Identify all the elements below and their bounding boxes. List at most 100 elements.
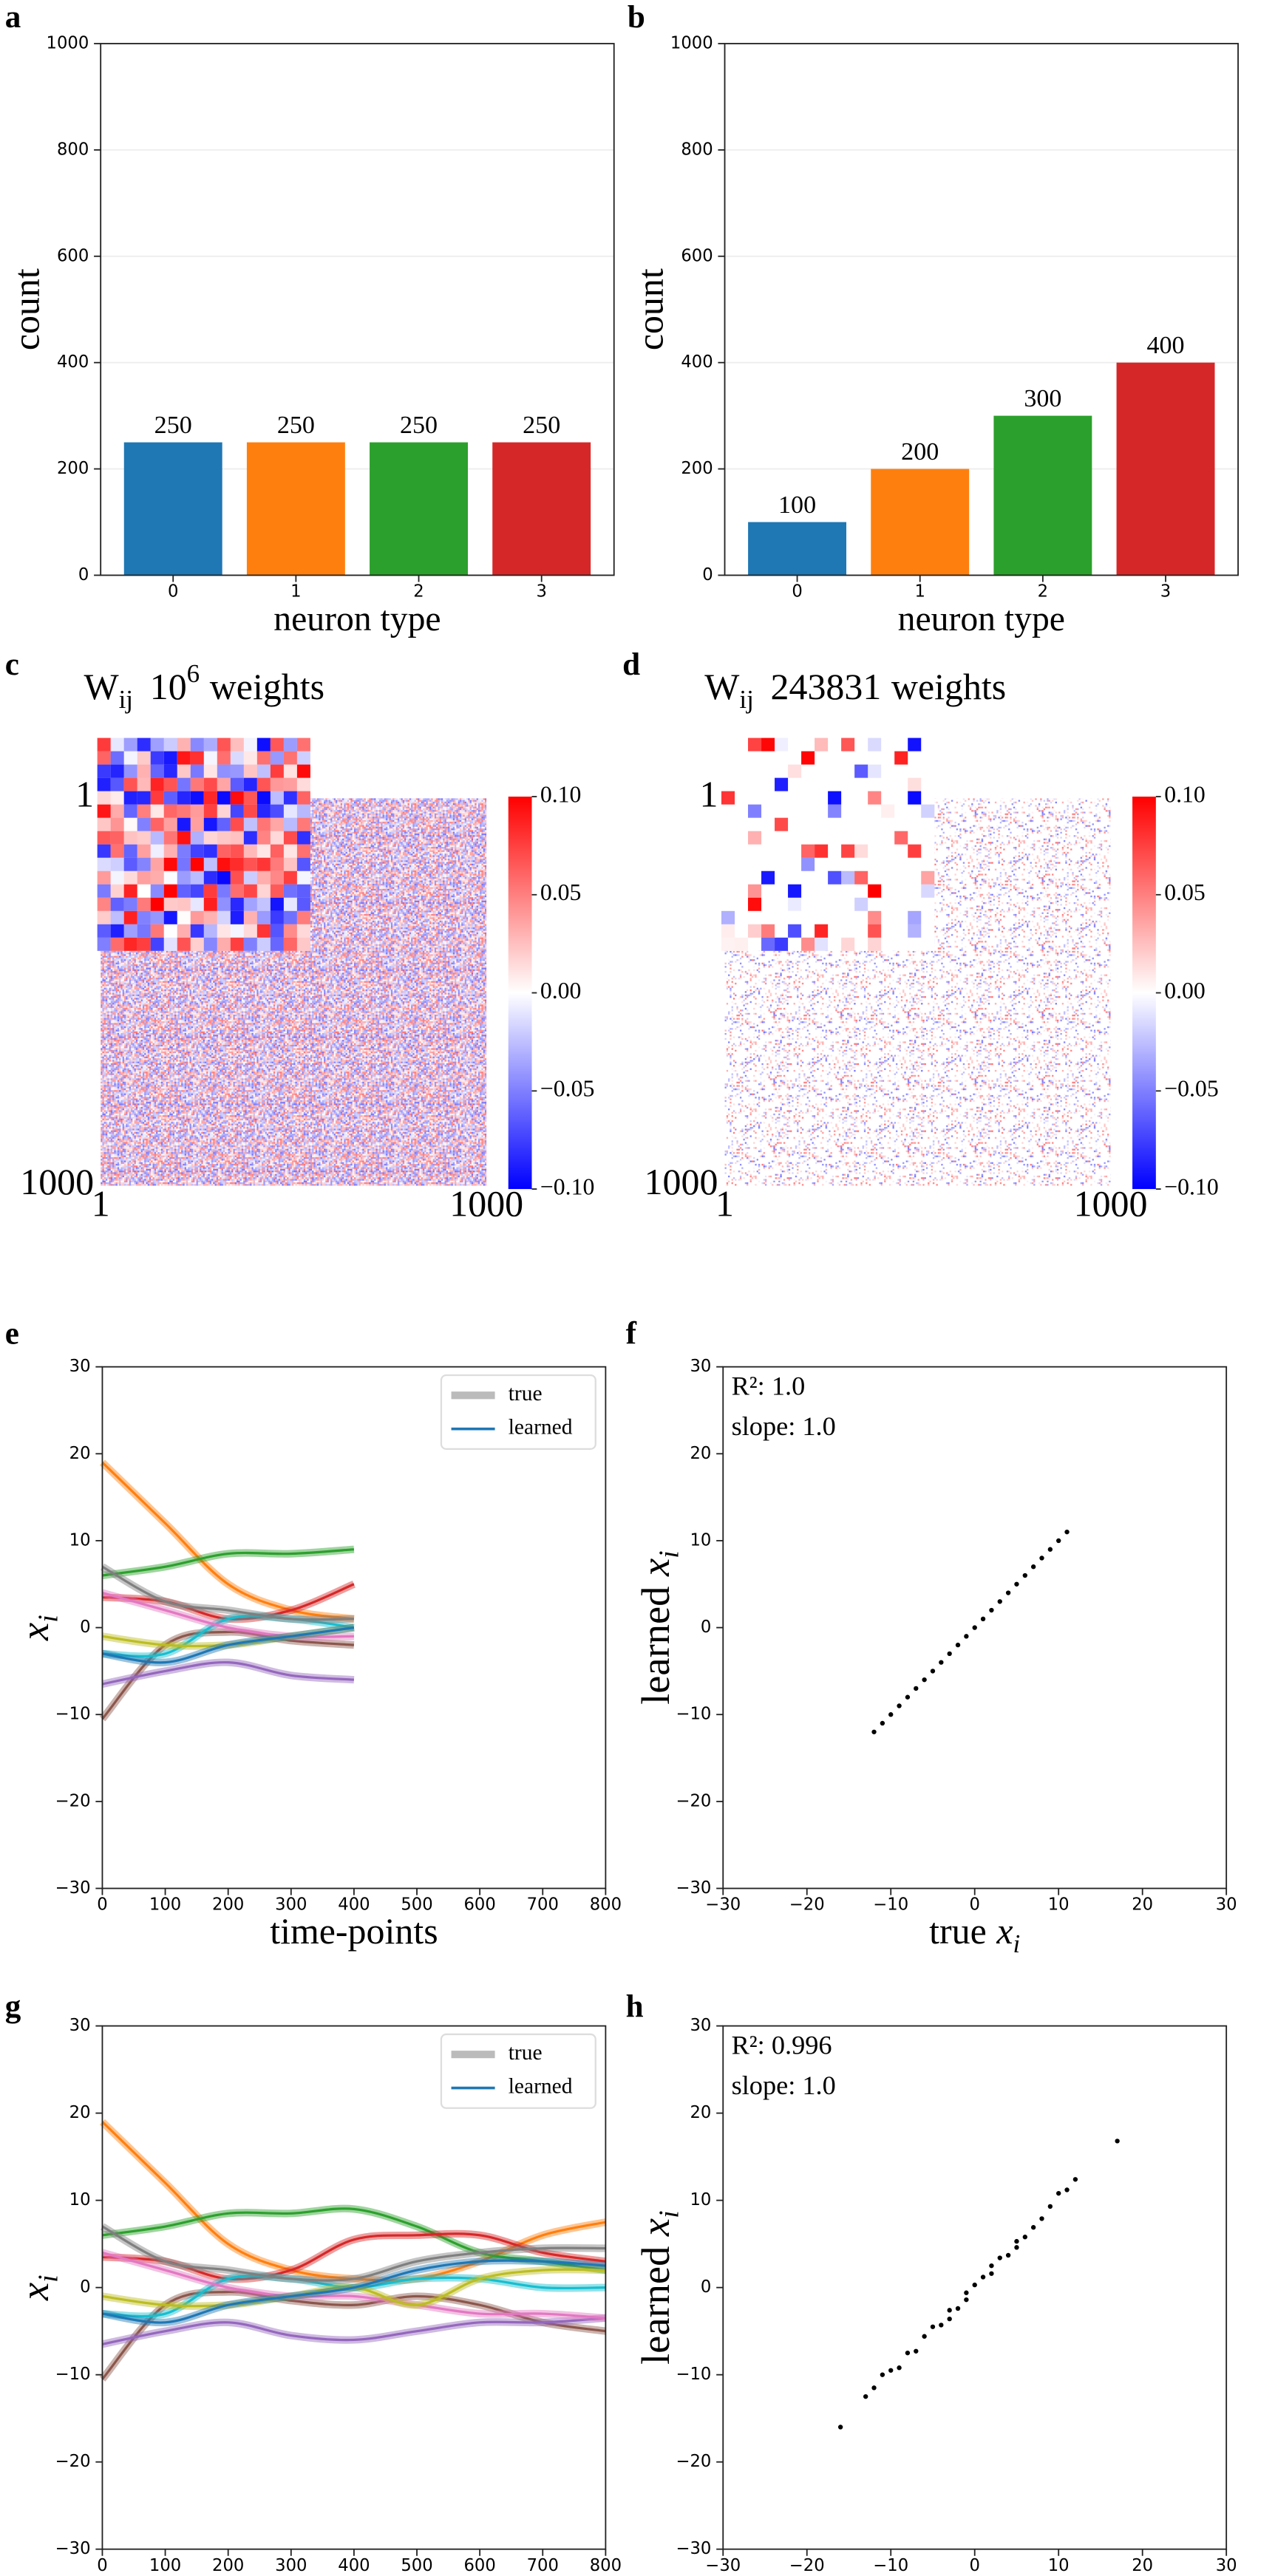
inset-cell (163, 791, 177, 805)
point (939, 1660, 944, 1665)
inset-cell (775, 937, 789, 951)
colorbar-tick-label: 0.05 (540, 879, 582, 905)
legend-label: true (509, 1382, 543, 1405)
inset-cell (123, 791, 137, 805)
inset-cell (217, 937, 231, 951)
inset-cell (150, 791, 164, 805)
inset-cell (748, 897, 762, 911)
point (1030, 1564, 1036, 1570)
inset-cell (137, 885, 151, 898)
inset-cell (217, 751, 231, 765)
inset-cell (163, 884, 177, 898)
x-tick-label: 10 (1048, 2556, 1070, 2575)
x-tick-label: 20 (1132, 2556, 1153, 2575)
inset-cell (243, 857, 257, 871)
inset-cell (137, 777, 151, 791)
x-tick-label: −30 (705, 1895, 741, 1915)
x-axis-label: neuron type (898, 600, 1065, 638)
y-tick-label: 200 (681, 459, 713, 478)
bar (1116, 362, 1215, 576)
x-tick-label: 300 (275, 1895, 307, 1915)
inset-cell (283, 937, 297, 951)
inset-cell (150, 924, 164, 938)
inset-cell (256, 924, 271, 938)
inset-cell (828, 804, 842, 818)
y-tick-label: 10 (690, 1530, 711, 1550)
inset-cell (243, 924, 257, 938)
y-tick-label: 10 (690, 2190, 711, 2209)
inset-cell (97, 751, 111, 765)
inset-cell (270, 844, 284, 858)
inset-cell (177, 897, 191, 911)
colorbar-tick-label: 0.05 (1164, 879, 1206, 905)
inset-cell (296, 817, 310, 831)
y-tick-label: 10 (69, 2190, 91, 2209)
inset-cell (243, 910, 257, 924)
inset-cell (775, 777, 789, 791)
inset-cell (283, 791, 297, 805)
annotation: R²: 1.0 (732, 1372, 806, 1401)
x-tick-label: 0 (97, 2556, 107, 2575)
x-tick-label: 3 (536, 582, 546, 602)
inset-cell (217, 910, 231, 924)
inset-cell (137, 924, 151, 938)
inset-cell (921, 804, 935, 818)
y-tick-label: −20 (55, 2452, 91, 2471)
inset-cell (230, 737, 244, 752)
x-tick-label: 100 (149, 1895, 181, 1915)
y-axis-label: xi (12, 2275, 64, 2301)
inset-cell (163, 844, 177, 858)
inset-cell (203, 884, 217, 898)
x-tick-label: 600 (463, 1895, 495, 1915)
point (922, 1677, 927, 1683)
inset-cell (163, 910, 177, 924)
inset-cell (230, 777, 244, 791)
y-tick-label: 1 (699, 774, 718, 815)
inset-cell (217, 857, 231, 871)
inset-cell (230, 791, 244, 805)
inset-cell (110, 937, 124, 951)
inset-cell (203, 870, 217, 885)
inset-cell (296, 924, 310, 938)
inset-cell (243, 764, 257, 778)
inset-cell (296, 791, 310, 805)
x-tick-label: 10 (1048, 1895, 1070, 1915)
inset-cell (217, 844, 231, 858)
inset-cell (854, 764, 868, 778)
inset-cell (881, 804, 895, 818)
inset-cell (150, 857, 164, 871)
inset-cell (761, 924, 775, 938)
value-label: 300 (1024, 385, 1061, 412)
annotation: slope: 1.0 (732, 2071, 836, 2100)
inset-cell (123, 937, 137, 951)
inset-cell (735, 937, 749, 951)
inset-cell (230, 870, 244, 885)
inset-cell (921, 884, 935, 898)
y-tick-label: 30 (690, 2016, 711, 2035)
inset-cell (97, 831, 111, 845)
inset-cell (748, 924, 762, 938)
point (871, 2385, 877, 2391)
inset-cell (230, 804, 244, 818)
plot-frame (100, 43, 615, 576)
bar (370, 442, 468, 576)
x-tick-label: −10 (873, 2556, 908, 2575)
inset-cell (256, 764, 271, 778)
inset-cell (748, 737, 762, 752)
inset-cell (296, 884, 310, 898)
value-label: 250 (523, 412, 560, 439)
point (930, 2324, 936, 2329)
inset-cell (908, 777, 922, 791)
x-tick-label: 500 (401, 2556, 432, 2575)
x-tick-label: 1 (290, 582, 301, 602)
inset-cell (137, 857, 151, 871)
inset-cell (203, 817, 217, 831)
point (1005, 1590, 1011, 1595)
inset-cell (283, 844, 297, 858)
inset-cell (270, 831, 284, 845)
point (955, 2306, 961, 2311)
inset-cell (177, 911, 191, 924)
inset-cell (150, 897, 164, 911)
inset-cell (110, 737, 124, 752)
inset-cell (137, 844, 151, 858)
